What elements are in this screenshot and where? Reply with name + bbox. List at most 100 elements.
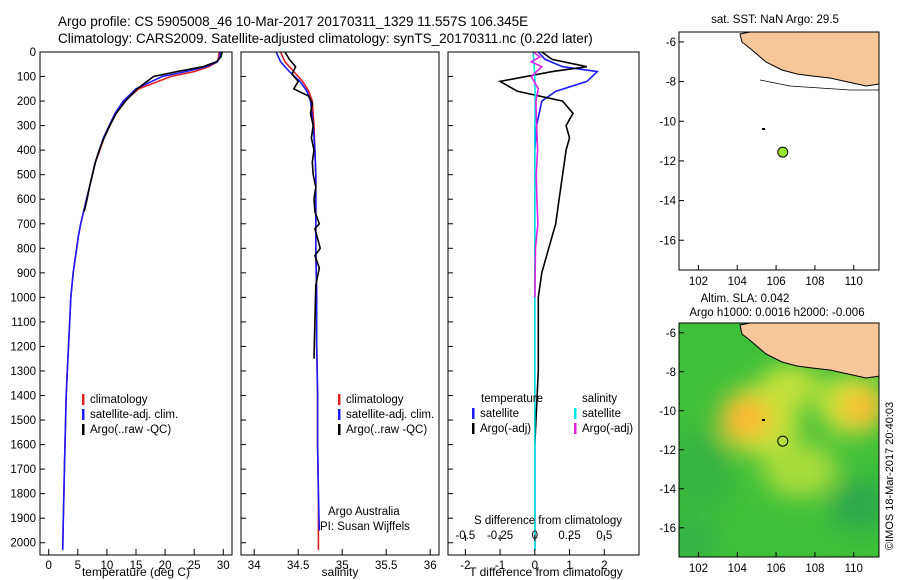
y-tick-label: 1300 [10,366,36,378]
top-tick-label: -0.5 [455,530,475,542]
legend-swatch [574,408,577,419]
temperature-profile-panel: 0 5 10 15 20 25 30 0 100 200 300 400 500 600 700 800 90… [10,47,233,579]
difference-plot-frame [447,51,640,556]
map-y-tick-label: -14 [659,484,676,496]
temperature-axis-label: temperature (deg C) [82,565,190,579]
difference-legend: temperature salinity satellite Argo(-adj) sa… [472,393,633,435]
x-tick-label: 34 [248,560,261,572]
sla-map-subtitle: Argo h1000: 0.0016 h2000: -0.006 [689,307,864,319]
map-x-tick-label: 102 [689,276,708,288]
sla-map-title: Altim. SLA: 0.042 [701,293,790,305]
c-series-line-2 [532,52,537,551]
salinity-profile-panel: 34 34.5 35 35.5 36 salinity climatology satel… [240,51,440,579]
map-x-tick-label: 104 [728,276,748,288]
map-x-tick-label: 110 [845,563,863,575]
x-tick-label: 34.5 [287,560,309,572]
y-tick-label: 1500 [10,415,36,427]
legend-swatch [338,424,341,435]
christmas-island [762,128,765,130]
y-tick-label: 700 [17,219,36,231]
legend-label: Argo(-adj) [480,423,531,435]
salinity-legend: climatology satellite-adj. clim. Argo(..ra… [338,394,434,436]
a-series-line-1 [61,52,222,551]
temperature-plot-frame [39,51,233,556]
legend-label: satellite [480,408,519,420]
x-tick-label: 0 [46,560,52,572]
christmas-island-sla [762,419,765,421]
y-tick-label: 400 [17,145,36,157]
x-tick-label: 2 [601,560,607,572]
y-tick-label: 1700 [10,464,36,476]
legend-swatch [82,409,85,420]
coastline-contour [759,79,879,91]
legend-label: satellite-adj. clim. [346,409,434,421]
legend-salinity-title: salinity [582,393,617,405]
sst-map-panel: sat. SST: NaN Argo: 29.5 102 104 106 108 110… [659,14,880,288]
x-tick-label: -2 [460,560,470,572]
institution-note: Argo Australia [328,506,400,518]
y-tick-label: 300 [17,121,36,133]
temperature-legend: climatology satellite-adj. clim. Argo(..ra… [82,394,178,436]
map-x-tick-label: 108 [805,276,824,288]
map-y-tick-label: -10 [659,116,676,128]
y-tick-label: 1400 [10,391,36,403]
sst-map-frame [678,31,880,271]
y-tick-label: 1100 [11,317,36,329]
pi-note: PI: Susan Wijffels [320,521,410,533]
figure-title-line1: Argo profile: CS 5905008_46 10-Mar-2017 … [58,14,528,29]
map-y-tick-label: -16 [659,523,676,535]
map-y-tick-label: -6 [666,37,676,49]
map-x-tick-label: 108 [805,563,824,575]
x-tick-label: -1 [495,560,505,572]
sla-map-frame [678,322,880,558]
map-x-tick-label: 110 [845,276,863,288]
map-x-tick-label: 106 [766,563,785,575]
top-tick-label: -0.25 [487,530,513,542]
x-tick-label: 5 [75,560,81,572]
map-y-tick-label: -6 [666,328,676,340]
x-tick-label: 1 [566,560,572,572]
x-tick-label: 20 [159,560,172,572]
c-series-line-3 [529,52,544,298]
y-tick-label: 900 [17,268,36,280]
legend-label: climatology [346,394,404,406]
y-tick-label: 1900 [10,513,36,525]
java-landmass [739,32,879,87]
map-x-tick-label: 102 [689,563,708,575]
y-tick-label: 100 [17,72,36,84]
map-y-tick-label: -12 [659,445,676,457]
legend-swatch [472,423,475,434]
difference-profile-panel: -2 -1 0 1 2 -0.5 -0.25 0 0.25 0.5 S difference f… [447,51,640,579]
a-series-line-2 [83,52,223,212]
legend-swatch [82,424,85,435]
map-x-tick-label: 106 [766,276,785,288]
map-y-tick-label: -10 [659,406,676,418]
map-y-tick-label: -8 [666,367,676,379]
map-y-tick-label: -12 [659,156,676,168]
legend-label: Argo(..raw -QC) [346,424,427,436]
legend-swatch [82,394,85,405]
x-tick-label: 30 [217,560,230,572]
top-tick-label: 0 [532,530,538,542]
y-tick-label: 1800 [10,489,36,501]
figure-title-line2: Climatology: CARS2009. Satellite-adjuste… [58,31,593,46]
legend-swatch [472,408,475,419]
y-tick-label: 1000 [10,292,36,304]
sst-map-title: sat. SST: NaN Argo: 29.5 [711,14,839,26]
x-tick-label: 0 [532,560,538,572]
java-landmass-sla [739,323,879,379]
y-tick-label: 2000 [10,538,36,550]
legend-label: satellite-adj. clim. [90,409,178,421]
legend-label: Argo(..raw -QC) [90,424,171,436]
x-tick-label: 25 [188,560,201,572]
sla-heatmap [679,323,879,557]
legend-swatch [574,423,577,434]
legend-label: Argo(-adj) [582,423,633,435]
map-y-tick-label: -16 [659,235,676,247]
map-x-tick-label: 104 [728,563,748,575]
temperature-difference-axis-label: T difference from climatology [469,565,623,579]
legend-swatch [338,409,341,420]
sla-map-panel: Altim. SLA: 0.042 Argo h1000: 0.0016 h20… [659,293,880,575]
x-tick-label: 36 [424,560,437,572]
